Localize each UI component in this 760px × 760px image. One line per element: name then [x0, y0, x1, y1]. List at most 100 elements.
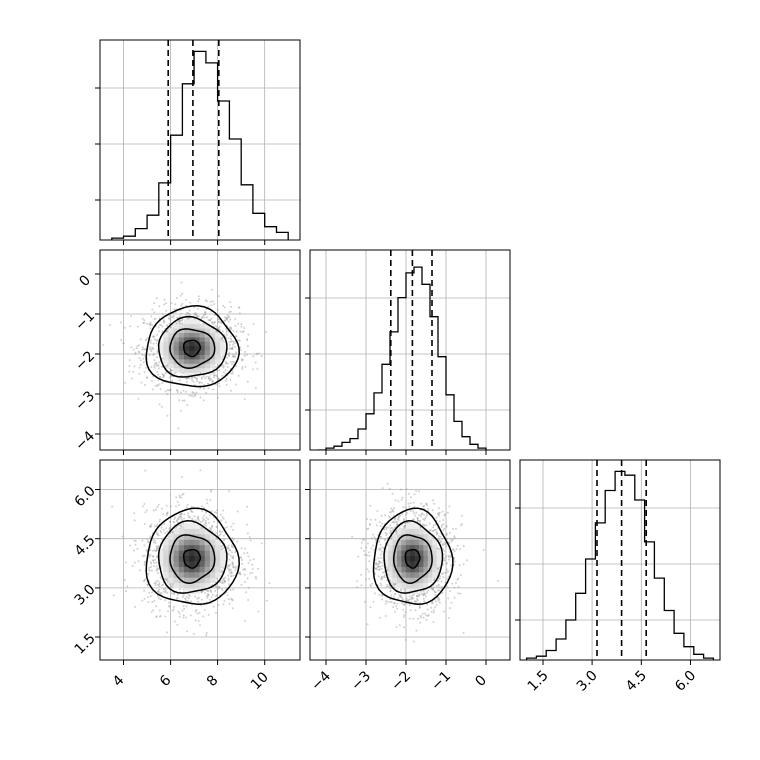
- sample-point: [164, 532, 167, 534]
- sample-point: [232, 557, 235, 560]
- sample-point: [166, 592, 169, 594]
- sample-point: [375, 563, 378, 566]
- sample-point: [216, 587, 219, 590]
- sample-point: [194, 312, 197, 315]
- sample-point: [189, 516, 192, 519]
- sample-point: [180, 496, 183, 499]
- sample-point: [441, 544, 444, 547]
- sample-point: [445, 571, 448, 574]
- sample-point: [423, 518, 426, 521]
- density-cell: [173, 354, 180, 360]
- sample-point: [180, 409, 182, 412]
- sample-point: [383, 576, 386, 579]
- density-cell: [204, 350, 211, 355]
- sample-point: [415, 600, 418, 603]
- sample-point: [222, 371, 225, 374]
- sample-point: [229, 335, 232, 338]
- sample-point: [147, 601, 150, 603]
- sample-point: [235, 365, 238, 368]
- sample-point: [231, 561, 234, 564]
- sample-point: [209, 499, 212, 502]
- sample-point: [133, 519, 136, 522]
- sample-point: [403, 526, 406, 529]
- sample-point: [404, 639, 407, 641]
- sample-point: [379, 582, 382, 585]
- sample-point: [181, 302, 184, 305]
- density-cell: [178, 350, 185, 355]
- sample-point: [140, 381, 143, 384]
- density-cell: [189, 323, 195, 329]
- sample-point: [208, 375, 210, 378]
- sample-point: [197, 307, 200, 310]
- sample-point: [164, 364, 167, 367]
- sample-point: [197, 300, 200, 303]
- sample-point: [232, 556, 235, 559]
- sample-point: [225, 331, 228, 334]
- sample-point: [217, 585, 220, 588]
- density-cell: [173, 582, 180, 589]
- sample-point: [195, 377, 198, 380]
- sample-point: [181, 322, 184, 325]
- sample-point: [215, 512, 218, 514]
- sample-point: [189, 301, 192, 304]
- sample-point: [374, 563, 377, 566]
- sample-point: [225, 328, 228, 331]
- sample-point: [158, 581, 161, 584]
- sample-point: [225, 377, 228, 380]
- sample-point: [231, 599, 234, 602]
- sample-point: [430, 602, 433, 605]
- sample-point: [161, 584, 163, 587]
- sample-point: [376, 510, 379, 513]
- sample-point: [216, 327, 218, 330]
- sample-point: [232, 588, 235, 591]
- sample-point: [244, 365, 247, 368]
- density-cell: [184, 323, 190, 329]
- sample-point: [150, 569, 153, 572]
- sample-point: [212, 323, 215, 326]
- sample-point: [169, 389, 172, 392]
- contour-level-0: [145, 305, 240, 388]
- sample-point: [381, 546, 384, 549]
- sample-point: [209, 377, 212, 380]
- sample-point: [436, 567, 439, 570]
- sample-point: [183, 513, 186, 516]
- sample-point: [438, 601, 441, 604]
- sample-point: [395, 520, 398, 523]
- sample-point: [380, 584, 383, 587]
- sample-point: [368, 551, 371, 554]
- sample-point: [384, 514, 387, 517]
- sample-point: [171, 585, 174, 588]
- sample-point: [403, 588, 406, 591]
- sample-point: [153, 599, 156, 602]
- density-cell: [163, 566, 169, 573]
- sample-point: [165, 371, 168, 374]
- sample-point: [418, 520, 421, 523]
- sample-point: [176, 593, 179, 596]
- sample-point: [448, 541, 451, 544]
- sample-point: [153, 311, 156, 314]
- sample-point: [171, 369, 173, 372]
- sample-point: [391, 509, 394, 511]
- sample-point: [422, 523, 425, 526]
- sample-point: [221, 581, 224, 584]
- density-cell: [204, 555, 211, 562]
- sample-point: [161, 330, 164, 333]
- sample-point: [405, 512, 408, 514]
- sample-point: [408, 617, 411, 620]
- density-cell: [204, 544, 211, 551]
- sample-point: [195, 314, 198, 317]
- sample-point: [175, 496, 178, 499]
- sample-point: [168, 605, 171, 608]
- density-cell: [194, 539, 200, 546]
- sample-point: [240, 325, 243, 328]
- sample-point: [407, 492, 410, 495]
- sample-point: [193, 312, 196, 315]
- sample-point: [231, 561, 234, 564]
- sample-point: [437, 596, 440, 599]
- sample-point: [379, 536, 382, 538]
- sample-point: [224, 576, 227, 579]
- sample-point: [176, 597, 178, 600]
- sample-point: [141, 599, 144, 602]
- sample-point: [440, 524, 443, 527]
- sample-point: [392, 595, 395, 598]
